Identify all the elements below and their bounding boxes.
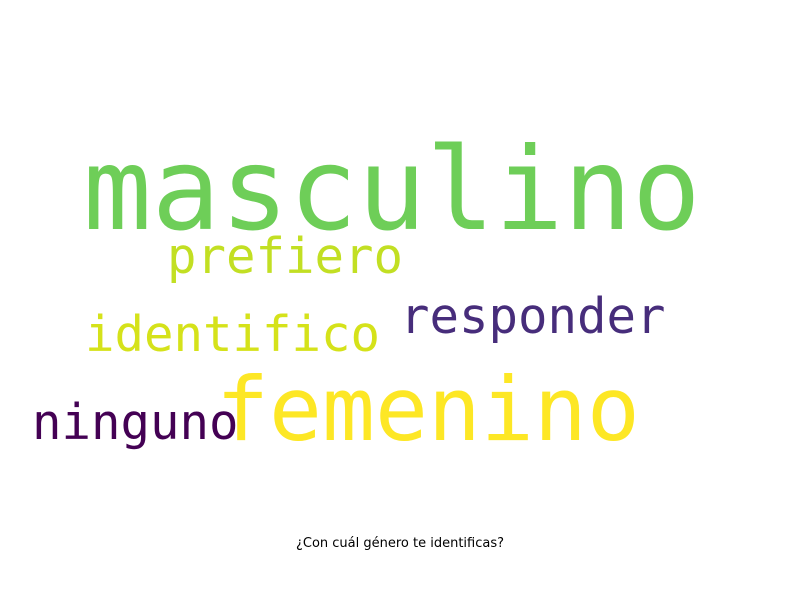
word-ninguno: ninguno — [32, 394, 239, 451]
word-masculino: masculino — [83, 123, 701, 256]
word-identifico: identifico — [85, 306, 381, 363]
figure-caption: ¿Con cuál género te identificas? — [295, 536, 505, 551]
word-responder: responder — [400, 288, 666, 345]
word-femenino: femenino — [216, 358, 640, 461]
word-prefiero: prefiero — [167, 228, 404, 285]
